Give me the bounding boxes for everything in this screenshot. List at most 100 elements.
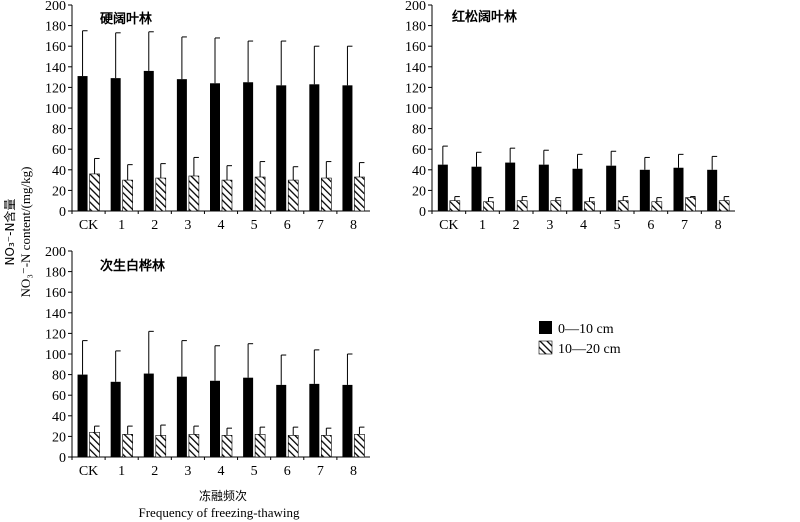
bar-0-10cm [176,376,187,457]
x-tick-label: 7 [317,464,324,479]
bar-0-10cm [606,165,617,211]
y-tick-label: 100 [45,102,66,117]
bar-0-10cm [110,381,121,457]
bar-10-20cm [188,434,200,458]
bar-0-10cm [673,167,684,211]
y-tick-label: 180 [45,20,66,35]
y-tick-label: 80 [52,369,66,384]
bar-10-20cm [354,176,365,212]
y-tick-label: 120 [45,327,66,342]
x-tick-label: 8 [350,464,357,479]
bar-10-20cm [287,435,299,458]
bar-10-20cm [155,177,167,212]
x-tick-label: CK [439,218,458,233]
bar-10-20cm [685,197,696,212]
bar-10-20cm [89,431,100,458]
bar-10-20cm [651,201,663,212]
bar-10-20cm [287,179,299,212]
bar-10-20cm [550,200,562,212]
bar-0-10cm [77,374,88,457]
x-tick-label: 3 [184,464,191,479]
y-tick-label: 200 [45,245,66,260]
bar-10-20cm [584,201,595,212]
y-tick-label: 60 [52,143,66,158]
y-tick-label: 40 [52,164,66,179]
y-axis-title-cn: NO₃⁻-N含量 [2,199,17,266]
bar-0-10cm [110,78,121,211]
bar-0-10cm [342,85,353,211]
bar-0-10cm [471,166,482,211]
y-tick-label: 140 [45,61,66,76]
x-tick-label: 4 [218,464,225,479]
bar-0-10cm [639,169,650,211]
y-tick-label: 40 [52,410,66,425]
x-tick-label: 7 [317,218,324,233]
x-tick-label: 1 [118,464,125,479]
bar-0-10cm [210,83,220,211]
bar-10-20cm [617,200,629,212]
bar-10-20cm [89,173,100,212]
bar-10-20cm [188,175,200,212]
bar-0-10cm [176,79,187,211]
y-tick-label: 200 [405,0,426,14]
bar-0-10cm [276,85,287,211]
bar-0-10cm [143,373,154,457]
bar-10-20cm [254,434,266,458]
bar-0-10cm [143,70,154,211]
bar-0-10cm [276,384,287,457]
bar-10-20cm [155,435,167,458]
panel-hardwood: 硬阔叶林 0 20 40 60 80 100 120 140 160 180 200 CK 1 2 3 4 5 6 7… [45,0,370,233]
x-tick-label: 7 [681,218,688,233]
x-tick-label: 4 [218,218,225,233]
y-tick-label: 20 [52,430,66,445]
y-tick-label: 60 [412,143,426,158]
y-tick-label: 180 [45,266,66,281]
x-tick-label: 3 [184,218,191,233]
x-tick-label: 3 [546,218,553,233]
legend-swatch-hatched [538,340,553,355]
x-axis-title-cn: 冻融频次 [199,488,247,503]
bar-10-20cm [718,200,730,212]
panel-title: 硬阔叶林 [100,11,152,27]
bar-0-10cm [243,82,254,211]
y-tick-label: 160 [405,40,426,55]
bar-10-20cm [221,179,233,212]
panel-korean-pine: 红松阔叶林 0 20 40 60 80 100 120 140 160 180 200 CK 1 2 3 4 5 6… [405,0,735,233]
x-tick-label: 5 [614,218,621,233]
panel-birch: 次生白桦林 0 20 40 60 80 100 120 140 160 180 200 CK 1 2 3 4 5 6… [45,245,370,479]
panel-title: 次生白桦林 [100,258,165,274]
bar-0-10cm [77,76,88,211]
x-tick-label: 8 [715,218,722,233]
bar-0-10cm [572,168,583,211]
x-tick-label: 6 [284,464,291,479]
y-tick-label: 180 [405,20,426,35]
bar-10-20cm [321,435,332,458]
y-tick-label: 0 [59,451,66,466]
y-axis-title-en: NO₃⁻-N content/(mg/kg) [18,167,33,298]
y-tick-label: 0 [59,205,66,220]
x-tick-label: 8 [350,218,357,233]
bar-10-20cm [354,434,365,458]
bar-10-20cm [221,435,233,458]
y-axis-title: NO₃⁻-N含量 NO₃⁻-N content/(mg/kg) [2,167,33,298]
bar-0-10cm [210,380,220,457]
y-tick-label: 0 [419,205,426,220]
legend-label-0: 0—10 cm [558,322,614,337]
x-tick-label: CK [79,218,98,233]
y-tick-label: 100 [405,102,426,117]
x-tick-label: 4 [580,218,587,233]
x-tick-label: 1 [118,218,125,233]
x-tick-label: CK [79,464,98,479]
bar-10-20cm [321,177,332,212]
x-axis-title-en: Frequency of freezing-thawing [139,505,300,520]
y-tick-label: 60 [52,389,66,404]
bar-10-20cm [254,176,266,212]
x-tick-label: 5 [251,464,258,479]
y-tick-label: 40 [412,164,426,179]
bar-0-10cm [538,164,549,211]
y-tick-label: 160 [45,286,66,301]
x-tick-label: 5 [251,218,258,233]
y-tick-label: 120 [45,81,66,96]
y-tick-label: 200 [45,0,66,14]
